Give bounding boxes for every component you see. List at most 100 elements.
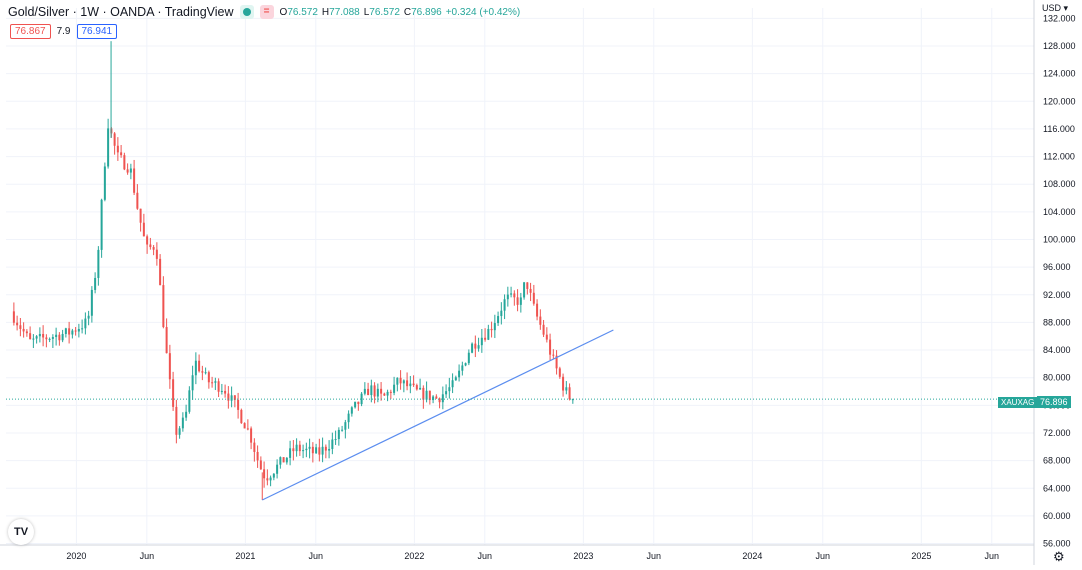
candle-body [435,396,438,399]
x-tick-label: 2025 [911,551,931,561]
candle-body [477,345,480,349]
gear-icon[interactable]: ⚙ [1053,549,1065,564]
y-tick-label: 80.000 [1043,373,1071,383]
x-tick-label: Jun [140,551,155,561]
candle-body [220,390,223,392]
candle-body [230,395,233,401]
candle-body [263,469,266,479]
candle-body [152,247,155,250]
x-tick-label: Jun [647,551,662,561]
candle-body [35,336,38,339]
candle-body [253,442,256,452]
candle-body [246,428,249,430]
candle-body [282,457,285,463]
candle-body [461,365,464,371]
candle-body [305,448,308,451]
candle-body [571,399,574,401]
candle-body [100,199,103,250]
candle-body [532,292,535,304]
quote-row: 76.867 7.9 76.941 [10,23,118,39]
candle-body [328,448,331,451]
candle-body [269,477,272,481]
candle-body [458,370,461,378]
candle-body [285,457,288,463]
candle-body [344,422,347,430]
candle-body [441,394,444,403]
candle-body [396,377,399,385]
y-tick-label: 56.000 [1043,539,1071,549]
candle-body [360,393,363,405]
candle-body [376,388,379,397]
candle-body [97,249,100,278]
y-tick-label: 100.000 [1043,234,1076,244]
candle-body [555,355,558,369]
tradingview-logo-icon[interactable]: TV [8,519,34,545]
currency-selector[interactable]: USD ▾ [1042,3,1069,13]
candle-body [425,390,428,400]
bid-price[interactable]: 76.867 [10,23,51,39]
last-price-label: 76.896 [1037,396,1071,408]
candle-body [493,323,496,331]
candle-body [149,244,152,248]
candle-body [42,333,45,338]
candle-body [178,428,181,435]
candle-body [526,282,529,289]
candle-body [406,380,409,387]
candle-body [64,328,67,334]
candle-body [484,337,487,340]
y-tick-label: 60.000 [1043,511,1071,521]
y-tick-label: 104.000 [1043,207,1076,217]
candle-body [227,393,230,401]
candle-body [94,277,97,290]
candle-body [289,448,292,458]
candle-body [142,222,145,237]
y-tick-label: 84.000 [1043,345,1071,355]
pink-equals-icon[interactable]: = [259,5,274,19]
low-value: 76.572 [369,6,400,18]
candle-body [389,391,392,393]
candle-body [12,311,15,323]
y-tick-label: 96.000 [1043,262,1071,272]
candle-body [181,417,184,429]
candle-body [568,387,571,400]
candle-body [68,328,71,335]
candle-body [402,380,405,384]
close-value: 76.896 [411,6,442,18]
candles [12,41,574,501]
candle-body [256,451,259,461]
candle-body [120,152,123,156]
y-tick-label: 68.000 [1043,456,1071,466]
candle-body [393,384,396,393]
candle-body [506,294,509,300]
candle-body [175,406,178,435]
y-tick-label: 92.000 [1043,290,1071,300]
y-tick-label: 88.000 [1043,317,1071,327]
candle-body [38,333,41,337]
x-tick-label: 2022 [404,551,424,561]
change-value: +0.324 (+0.42%) [445,6,521,18]
x-tick-label: Jun [309,551,324,561]
candle-body [324,446,327,451]
candle-body [412,383,415,386]
teal-dot-icon[interactable] [239,5,254,19]
candle-body [454,377,457,381]
candle-body [126,169,129,173]
candle-body [500,310,503,317]
symbol-title[interactable]: Gold/Silver · 1W · OANDA · TradingView [8,5,234,19]
candle-body [259,460,262,470]
candle-body [243,423,246,429]
candle-body [191,375,194,391]
y-tick-label: 116.000 [1043,124,1075,134]
candle-body [542,324,545,335]
candle-body [302,450,305,452]
overlays [6,329,1034,501]
candle-body [58,334,61,341]
candle-body [539,316,542,325]
candle-body [399,377,402,384]
candle-body [354,401,357,408]
candle-body [214,381,217,383]
ask-price[interactable]: 76.941 [76,23,118,39]
candle-body [129,168,132,173]
